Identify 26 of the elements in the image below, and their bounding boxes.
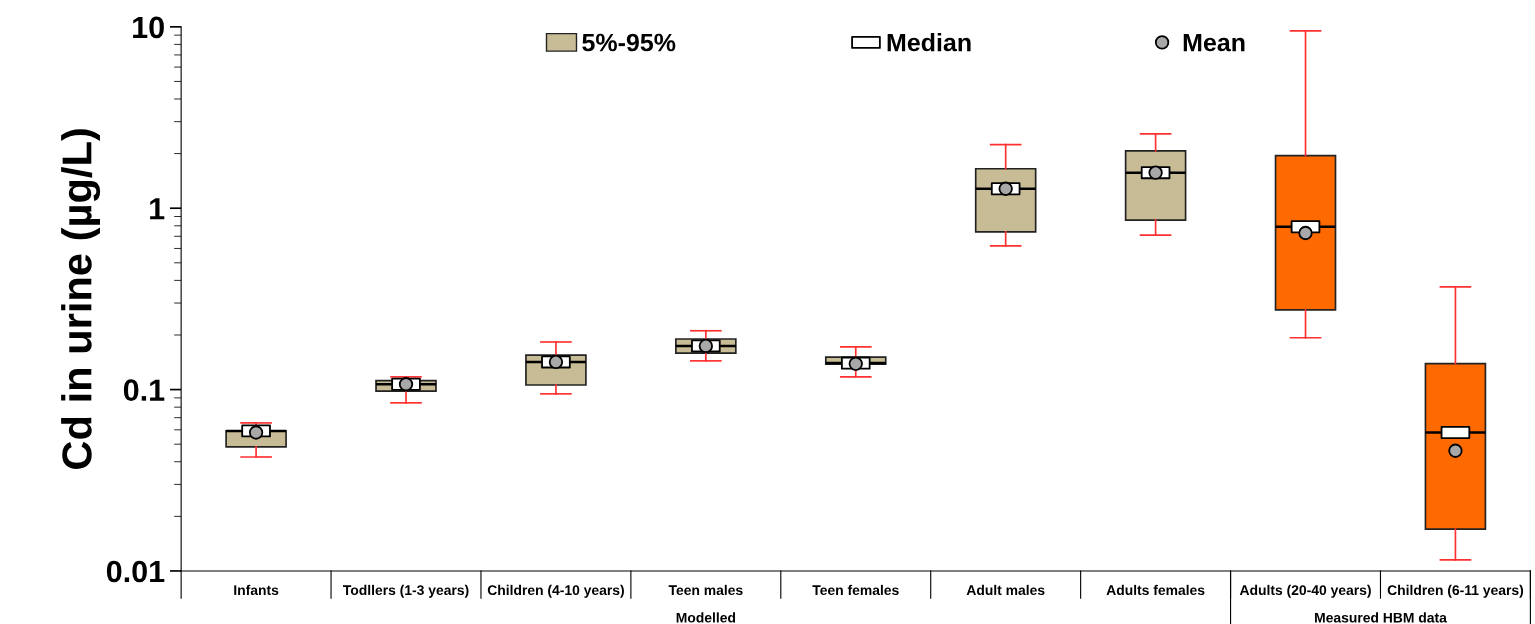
y-tick-label: 0.1	[123, 379, 165, 401]
x-tick-label: Adults females	[1106, 584, 1205, 596]
legend-label: Median	[887, 33, 971, 52]
legend-label: 5%-95%	[582, 33, 676, 52]
x-tick-label: Todllers (1-3 years)	[343, 584, 469, 598]
point	[1148, 165, 1163, 180]
x-tick-label: Teen males	[668, 584, 743, 596]
point	[1448, 443, 1463, 458]
point	[848, 356, 863, 371]
y-tick-label: 1	[150, 198, 165, 220]
y-axis-title: Cd in urine (µg/L)	[61, 129, 101, 469]
x-tick-label: Children (4-10 years)	[487, 584, 624, 598]
x-tick-label: Children (6-11 years)	[1387, 584, 1524, 598]
text: Measured HBM data	[1315, 612, 1447, 623]
legend-label: Mean	[1183, 33, 1245, 52]
x-tick-label: Infants	[234, 584, 279, 596]
x-tick-label: Adults (20-40 years)	[1239, 584, 1371, 598]
y-tick-label: 0.01	[106, 560, 165, 583]
x-tick-label: Adult males	[966, 584, 1045, 596]
x-tick-label: Teen females	[812, 584, 899, 596]
point	[1298, 225, 1313, 241]
point	[698, 338, 713, 354]
y-tick-label: 10	[133, 16, 164, 39]
text: Modelled	[676, 612, 736, 623]
point	[398, 377, 414, 392]
point	[998, 181, 1013, 196]
